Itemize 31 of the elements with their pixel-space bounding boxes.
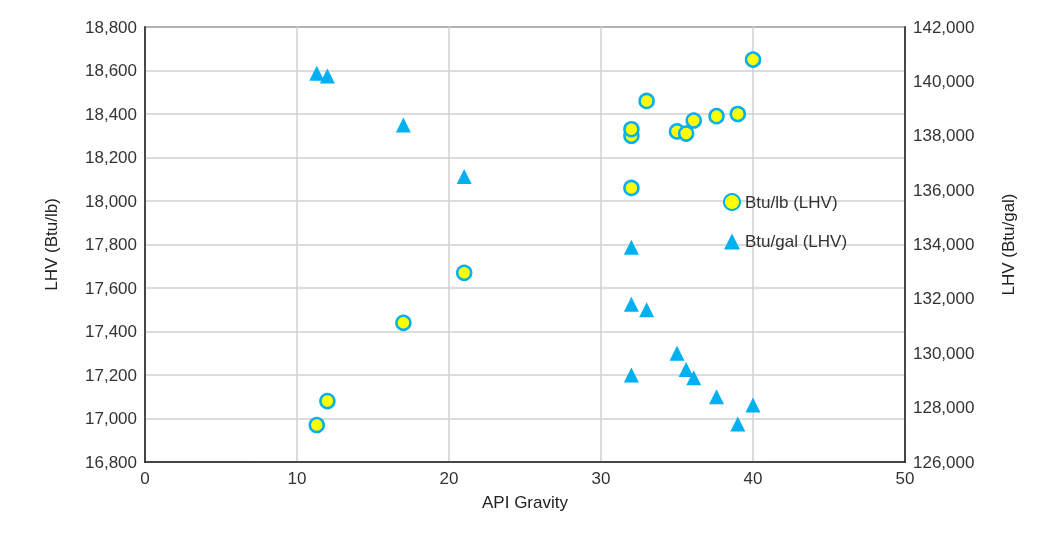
y-tick-label: 17,800 <box>85 235 137 254</box>
y2-tick-label: 134,000 <box>913 235 975 254</box>
y2-axis-title: LHV (Btu/gal) <box>999 193 1018 296</box>
y2-tick-label: 130,000 <box>913 343 975 363</box>
x-tick-label: 0 <box>140 469 150 488</box>
y-tick-label: 18,800 <box>85 17 137 37</box>
y2-tick-label: 128,000 <box>913 398 975 418</box>
y2-tick-label: 126,000 <box>913 452 975 472</box>
x-tick-label: 50 <box>895 469 915 488</box>
legend-label: Btu/lb (LHV) <box>745 192 838 212</box>
y-axis-title: LHV (Btu/lb) <box>42 198 61 291</box>
x-axis-title: API Gravity <box>482 493 569 512</box>
x-tick-label: 20 <box>439 469 459 488</box>
y2-tick-label: 138,000 <box>913 126 975 146</box>
x-tick-label: 40 <box>743 469 763 488</box>
y2-tick-label: 132,000 <box>913 289 975 309</box>
y-tick-label: 17,200 <box>85 365 137 385</box>
legend-label: Btu/gal (LHV) <box>745 232 848 251</box>
y-tick-label: 17,600 <box>85 278 137 298</box>
y2-tick-label: 136,000 <box>913 180 975 200</box>
y-tick-label: 17,000 <box>85 409 137 428</box>
y-tick-label: 18,600 <box>85 61 137 80</box>
y-tick-label: 18,400 <box>85 104 137 124</box>
y2-tick-label: 140,000 <box>913 71 975 91</box>
y-tick-label: 16,800 <box>85 452 137 472</box>
x-tick-label: 30 <box>591 469 611 488</box>
y-tick-label: 18,000 <box>85 191 137 211</box>
y-tick-label: 17,400 <box>85 322 137 341</box>
y2-tick-label: 142,000 <box>913 17 975 37</box>
x-tick-label: 10 <box>287 469 307 488</box>
y-tick-label: 18,200 <box>85 148 137 167</box>
